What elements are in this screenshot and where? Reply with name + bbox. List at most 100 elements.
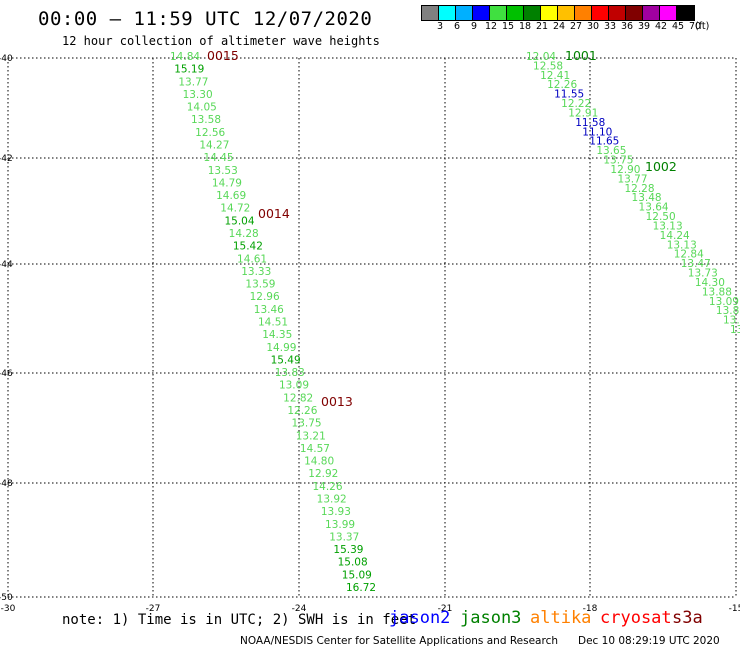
legend-swatch xyxy=(524,6,541,20)
altimeter-tracks: 14.8415.1913.7713.3014.0513.5812.5614.27… xyxy=(170,48,740,594)
legend-label: 18 xyxy=(519,21,532,32)
wave-height-value: 13.99 xyxy=(325,519,355,531)
time-marker: 0015 xyxy=(207,48,239,63)
wave-height-value: 12.50 xyxy=(646,211,676,223)
wave-height-value: 14.84 xyxy=(170,51,200,63)
latitude-label: -50 xyxy=(0,593,13,603)
wave-height-value: 14.24 xyxy=(660,230,690,242)
wave-height-value: 12.56 xyxy=(195,127,225,139)
longitude-label: -24 xyxy=(292,604,307,614)
legend-swatch xyxy=(490,6,507,20)
wave-height-value: 15.08 xyxy=(338,557,368,569)
wave-height-value: 13.77 xyxy=(178,76,208,88)
wave-height-value: 12.90 xyxy=(610,164,640,176)
time-marker: 1001 xyxy=(565,48,597,63)
wave-height-value: 13.64 xyxy=(639,202,669,214)
generation-timestamp: Dec 10 08:29:19 UTC 2020 xyxy=(578,635,720,647)
wave-height-value: 14.79 xyxy=(212,177,242,189)
wave-height-value: 15.09 xyxy=(342,569,372,581)
wave-height-value: 14.51 xyxy=(258,317,288,329)
satellite-label: altika xyxy=(530,608,592,628)
time-marker: 1002 xyxy=(645,159,677,174)
legend-label: 33 xyxy=(604,21,617,32)
legend-swatch xyxy=(507,6,524,20)
wave-height-value: 15.19 xyxy=(174,64,204,76)
legend-swatch xyxy=(677,6,694,20)
wave-height-value: 12.22 xyxy=(561,98,591,110)
longitude-label: -30 xyxy=(1,604,16,614)
latitude-label: -48 xyxy=(0,479,13,489)
wave-height-value: 13.75 xyxy=(603,155,633,167)
legend-label: 70 xyxy=(689,21,702,32)
wave-height-value: 13.88 xyxy=(702,286,732,298)
time-marker: 0014 xyxy=(258,206,290,221)
wave-height-value: 12.04 xyxy=(526,51,556,63)
legend-label: 15 xyxy=(502,21,515,32)
wave-height-value: 15.04 xyxy=(224,215,254,227)
wave-height-value: 13.59 xyxy=(245,279,275,291)
satellite-label: jason3 xyxy=(460,608,522,628)
legend-label: 30 xyxy=(587,21,600,32)
legend-label: 21 xyxy=(536,21,549,32)
legend-swatch xyxy=(422,6,439,20)
wave-height-value: 15.42 xyxy=(233,241,263,253)
latitude-tick-labels: -40 -42 -44 -46 -48 -50 xyxy=(0,54,13,603)
wave-height-value: 13.09 xyxy=(709,296,739,308)
legend-label: 24 xyxy=(553,21,566,32)
footer-note: note: 1) Time is in UTC; 2) SWH is in fe… xyxy=(62,612,417,628)
wave-height-value: 14.05 xyxy=(187,102,217,114)
wave-height-value: 13.93 xyxy=(321,506,351,518)
wave-height-value: 14.30 xyxy=(695,277,725,289)
wave-height-value: 15.39 xyxy=(333,544,363,556)
wave-height-value: 13.80 xyxy=(716,305,740,317)
wave-height-value: 13.73 xyxy=(688,268,718,280)
wave-height-value: 13.58 xyxy=(191,114,221,126)
wave-height-value: 16.72 xyxy=(346,582,376,594)
wave-height-value: 13.09 xyxy=(279,380,309,392)
legend-label: 12 xyxy=(485,21,498,32)
wave-height-value: 11.10 xyxy=(582,126,612,138)
wave-height-value: 15.49 xyxy=(271,354,301,366)
wave-height-value: 13.92 xyxy=(317,494,347,506)
wave-height-value: 13.21 xyxy=(296,430,326,442)
wave-height-value: 13.48 xyxy=(632,192,662,204)
credit-line: NOAA/NESDIS Center for Satellite Applica… xyxy=(240,635,558,647)
wave-height-value: 12.26 xyxy=(287,405,317,417)
legend-swatch xyxy=(592,6,609,20)
wave-height-value: 11.65 xyxy=(589,136,619,148)
wave-height-value: 14.26 xyxy=(312,481,342,493)
legend-swatch xyxy=(626,6,643,20)
wave-height-value: 14.28 xyxy=(229,228,259,240)
legend-swatch xyxy=(660,6,677,20)
legend-swatch xyxy=(473,6,490,20)
wave-height-value: 12.82 xyxy=(283,392,313,404)
wave-height-value: 12.91 xyxy=(568,107,598,119)
legend-swatch xyxy=(609,6,626,20)
wave-height-value: 13.33 xyxy=(241,266,271,278)
latitude-label: -40 xyxy=(0,54,13,64)
wave-height-value: 13.30 xyxy=(183,89,213,101)
map-grid xyxy=(7,57,737,598)
longitude-label: -18 xyxy=(583,604,598,614)
wave-height-value: 14.57 xyxy=(300,443,330,455)
wave-height-value: 11.58 xyxy=(575,117,605,129)
legend-swatch xyxy=(558,6,575,20)
wave-height-value: 12.41 xyxy=(540,70,570,82)
wave-height-value: 12.96 xyxy=(250,291,280,303)
wave-height-value: 12.28 xyxy=(624,183,654,195)
time-marker: 0013 xyxy=(321,394,353,409)
longitude-label: -15 xyxy=(729,604,740,614)
wave-height-value: 14.72 xyxy=(220,203,250,215)
color-scale-legend xyxy=(421,5,695,21)
longitude-label: -27 xyxy=(146,604,161,614)
legend-swatch xyxy=(439,6,456,20)
wave-height-value: 13.77 xyxy=(617,173,647,185)
wave-height-value: 13.47 xyxy=(681,258,711,270)
legend-label: 45 xyxy=(672,21,685,32)
legend-label: 36 xyxy=(621,21,634,32)
wave-height-value: 13.13 xyxy=(653,220,683,232)
wave-height-value: 13.65 xyxy=(596,145,626,157)
wave-height-value: 13.46 xyxy=(254,304,284,316)
legend-label: 9 xyxy=(471,21,478,32)
